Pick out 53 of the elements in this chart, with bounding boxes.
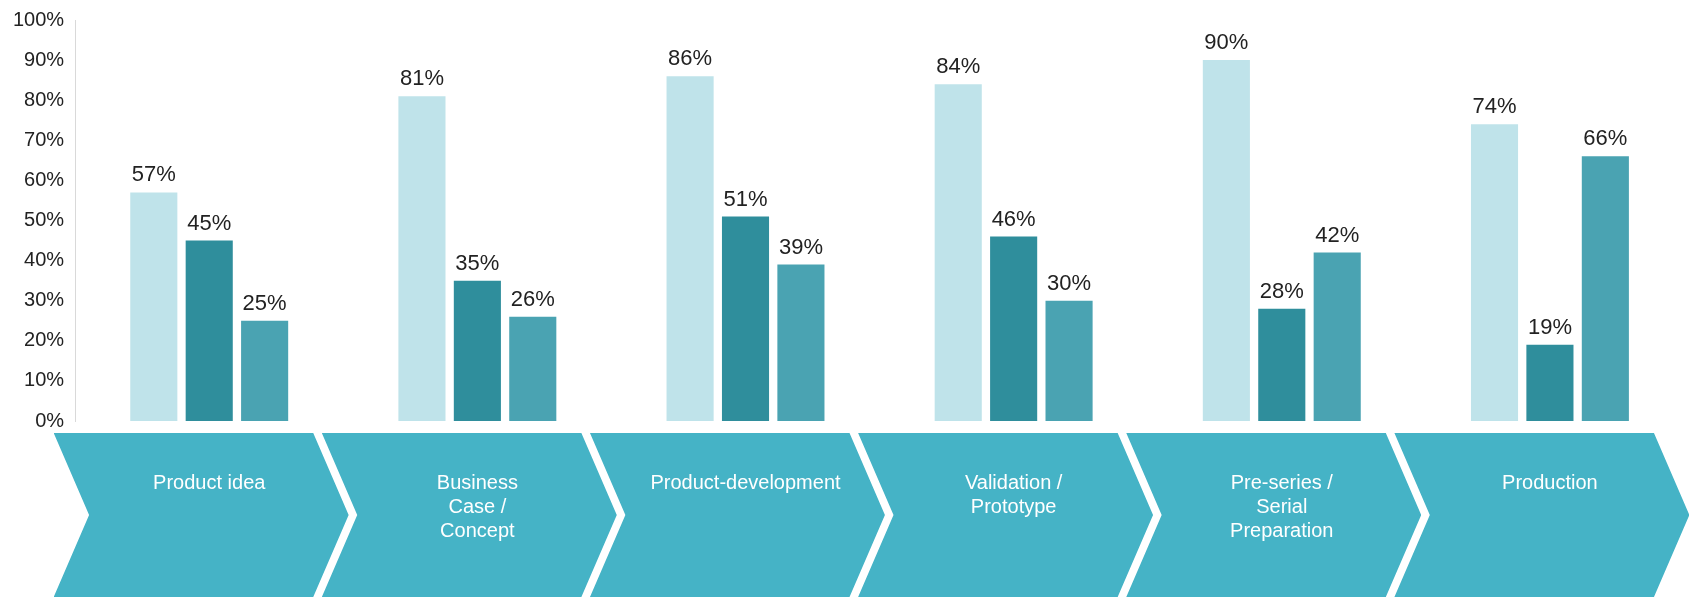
data-label: 39% [778,233,823,259]
bar [1581,156,1629,421]
data-label: 30% [1047,269,1092,295]
bar [990,236,1038,421]
x-tick-label: Product-development [650,470,841,493]
data-label: 84% [936,53,981,79]
x-tick-label: Business Case / Concept [436,470,518,541]
bar [185,240,233,421]
data-label: 28% [1259,277,1304,303]
bar [1202,60,1250,421]
bar [1470,124,1519,421]
x-tick-label: Production [1502,470,1598,493]
bar [509,316,557,421]
y-tick-label: 100% [13,7,65,30]
y-tick-label: 80% [24,87,65,110]
x-tick-label: Validation / Prototype [964,470,1063,517]
bar [1045,300,1093,421]
x-tick-label: Product idea [153,470,267,493]
bar [934,84,982,421]
bar [130,192,178,421]
bar [453,280,501,421]
data-label: 35% [455,249,500,275]
y-tick-label: 60% [24,167,65,190]
data-label: 90% [1204,29,1249,55]
data-label: 25% [242,289,287,315]
data-label: 42% [1315,221,1360,247]
bar [721,216,770,421]
x-tick-label: Pre-series / Serial Preparation [1230,470,1334,541]
data-label: 51% [723,185,768,211]
data-label: 57% [131,161,176,187]
data-label: 46% [991,205,1036,231]
y-tick-label: 50% [24,208,65,231]
y-tick-label: 90% [24,47,65,70]
data-label: 26% [510,285,555,311]
y-tick-label: 0% [35,408,65,431]
y-tick-label: 20% [24,328,65,351]
y-tick-label: 30% [24,288,65,311]
y-tick-label: 40% [24,248,65,271]
bar [241,320,289,421]
bar [1313,252,1361,421]
y-tick-label: 70% [24,127,65,150]
data-label: 66% [1583,125,1628,151]
bar [398,96,446,421]
bar [1526,344,1574,421]
bar [1258,308,1306,421]
data-label: 81% [399,65,444,91]
bar [666,76,714,421]
data-label: 86% [668,45,713,71]
data-label: 45% [187,209,232,235]
bar [777,264,825,421]
y-tick-label: 10% [24,368,65,391]
data-label: 74% [1472,93,1517,119]
data-label: 19% [1527,313,1572,339]
